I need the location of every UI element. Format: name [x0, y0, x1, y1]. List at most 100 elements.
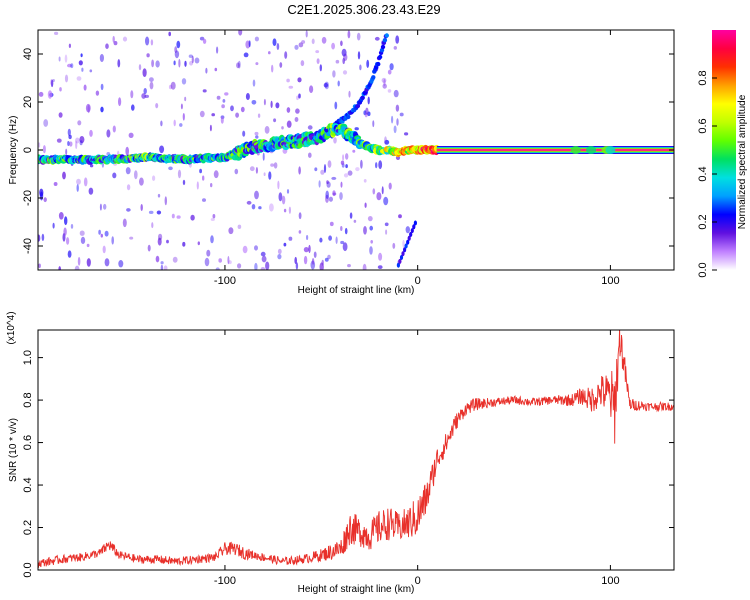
spectrogram-streak-mark — [403, 247, 407, 253]
spectrogram-speckle — [237, 224, 242, 229]
spectrogram-speckle — [77, 256, 81, 266]
spectrogram-speckle — [347, 170, 353, 176]
spectrogram-speckle — [254, 36, 259, 42]
spectrogram-speckle — [314, 167, 318, 172]
spectrogram-speckle — [81, 67, 84, 72]
spectrogram-speckle — [163, 265, 168, 270]
spectrogram-speckle — [363, 179, 367, 183]
spectrogram-speckle — [63, 227, 67, 236]
spectrogram-speckle — [273, 118, 277, 123]
spectrogram-speckle — [100, 233, 104, 238]
spectrogram-speckle — [335, 236, 338, 244]
spectrogram-speckle — [210, 235, 214, 244]
snr-y-ticks: 0.0 0.2 0.4 0.6 0.8 1.0 — [22, 350, 674, 578]
spectrogram-speckle — [129, 236, 134, 240]
spectrogram-speckle — [369, 246, 373, 255]
spectrogram-speckle — [206, 249, 211, 257]
spectrogram-speckle — [378, 252, 383, 261]
spectrogram-speckle — [126, 184, 131, 191]
spectrogram-speckle — [42, 145, 46, 154]
spectrogram-speckle — [252, 79, 256, 87]
spectrogram-speckle — [262, 152, 265, 161]
spectrogram-speckle — [340, 160, 345, 165]
spectrogram-speckle — [385, 229, 388, 235]
spectrogram-speckle — [354, 127, 359, 131]
spectrogram-speckle — [237, 60, 241, 69]
spectrogram-speckle — [306, 235, 309, 240]
snr-panel: -100 0 100 0.0 0.2 0.4 0.6 0.8 1.0 (x10^4) Heig… — [6, 311, 675, 595]
spectrogram-speckle — [319, 237, 323, 243]
spectrogram-speckle — [399, 112, 404, 117]
spectrogram-speckle — [150, 39, 154, 46]
spectrogram-speckle — [151, 59, 155, 68]
spectrogram-speckle — [404, 132, 409, 136]
snr-x-label: Height of straight line (km) — [298, 584, 415, 595]
spectrogram-streak-mark — [406, 239, 410, 245]
spectrogram-y-tick-label: 0 — [22, 147, 34, 153]
spectrogram-speckle — [178, 58, 181, 68]
spectrogram-speckle — [349, 212, 353, 219]
spectrogram-speckle — [171, 213, 175, 219]
spectrogram-stable-band — [436, 149, 674, 151]
spectrogram-speckle — [79, 136, 85, 144]
spectrogram-speckle — [89, 129, 93, 137]
spectrogram-speckle — [170, 81, 176, 90]
spectrogram-speckle — [319, 262, 324, 270]
spectrogram-speckle — [251, 204, 256, 210]
spectrogram-speckle — [392, 242, 396, 249]
spectrogram-speckle — [367, 216, 373, 222]
spectrogram-speckle — [308, 244, 311, 254]
spectrogram-speckle — [325, 194, 329, 203]
spectrogram-speckle — [67, 250, 72, 258]
spectrogram-speckle — [62, 171, 66, 180]
spectrogram-speckle — [160, 120, 163, 127]
spectrogram-speckle — [370, 240, 374, 244]
spectrogram-speckle — [98, 229, 101, 235]
spectrogram-speckle — [286, 107, 291, 113]
spectrogram-speckle — [69, 141, 73, 147]
spectrogram-speckle — [245, 93, 250, 100]
spectrogram-speckle — [295, 108, 300, 114]
spectrogram-y-tick-label: -40 — [22, 238, 34, 254]
spectrogram-speckle — [67, 63, 72, 68]
spectrogram-band-bump — [570, 146, 581, 154]
spectrogram-speckle — [59, 87, 62, 92]
snr-x-tick-label: 0 — [415, 575, 421, 587]
spectrogram-speckle — [364, 202, 367, 208]
spectrogram-speckle — [265, 261, 270, 270]
spectrogram-speckle — [295, 262, 299, 270]
spectrogram-speckle — [184, 60, 187, 67]
spectrogram-speckle — [56, 138, 62, 143]
spectrogram-speckle — [352, 149, 356, 153]
colorbar-ticks: 0.0 0.2 0.4 0.6 0.8 — [697, 70, 717, 278]
spectrogram-speckle — [235, 112, 240, 118]
spectrogram-speckle — [383, 79, 386, 87]
spectrogram-speckle — [188, 54, 193, 58]
spectrogram-rising-mark — [382, 38, 388, 43]
spectrogram-speckle — [255, 62, 259, 66]
colorbar-tick-label: 0.0 — [697, 262, 709, 277]
spectrogram-speckle — [340, 40, 343, 47]
spectrogram-y-label: Frequency (Hz) — [8, 116, 19, 185]
spectrogram-speckle — [100, 106, 104, 113]
spectrogram-speckle — [270, 100, 273, 108]
spectrogram-speckle — [374, 36, 380, 41]
spectrogram-speckle — [332, 70, 336, 78]
spectrogram-speckle — [105, 43, 109, 49]
snr-y-tick-label: 0.2 — [22, 520, 34, 535]
spectrogram-speckle — [58, 212, 64, 220]
spectrogram-rising-mark — [376, 61, 381, 67]
spectrogram-speckle — [172, 256, 178, 263]
spectrogram-speckle — [99, 54, 104, 62]
spectrogram-y-tick-label: 40 — [22, 48, 34, 60]
spectrogram-speckle — [339, 192, 343, 201]
spectrogram-speckle — [182, 179, 186, 186]
spectrogram-speckle — [157, 237, 162, 246]
spectrogram-speckle — [216, 95, 221, 100]
spectrogram-speckle — [102, 245, 106, 254]
spectrogram-speckle — [365, 107, 369, 115]
spectrogram-marks — [38, 30, 674, 270]
spectrogram-streak-mark — [410, 228, 414, 234]
spectrogram-speckle — [268, 171, 272, 180]
spectrogram-speckle — [213, 170, 219, 179]
